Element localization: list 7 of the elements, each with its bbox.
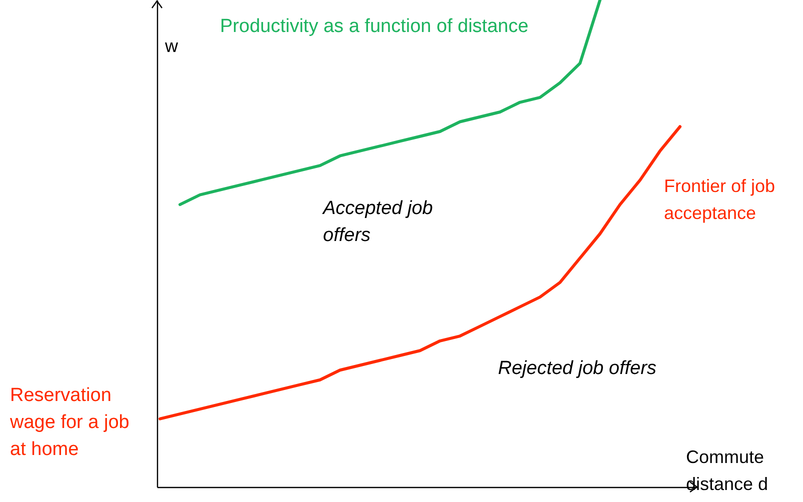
x-axis-title: Commute distance d [686,447,768,494]
annotation: Accepted job offers [322,198,433,246]
series-label: Frontier of job acceptance [664,176,776,223]
y-axis-title: w [164,36,179,56]
text: Reservation wage for a job at home [9,385,130,460]
text: Productivity as a function of distance [220,16,528,37]
annotation: Rejected job offers [498,358,657,379]
